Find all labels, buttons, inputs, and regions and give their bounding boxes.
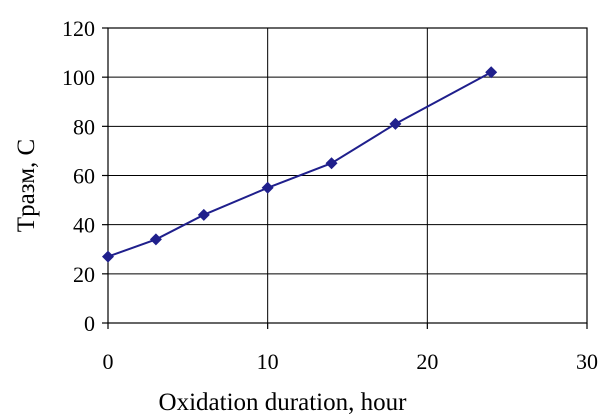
y-tick-label: 60 bbox=[73, 164, 95, 189]
data-point-marker bbox=[485, 66, 498, 79]
y-tick-label: 20 bbox=[73, 262, 95, 287]
data-series bbox=[102, 66, 498, 263]
x-axis-title: Oxidation duration, hour bbox=[159, 389, 408, 416]
data-point-marker bbox=[389, 117, 402, 130]
x-tick-label: 20 bbox=[416, 349, 438, 374]
data-point-marker bbox=[261, 181, 274, 194]
series-line bbox=[107, 71, 492, 258]
gridlines bbox=[108, 28, 587, 323]
x-tick-label: 30 bbox=[576, 349, 598, 374]
y-tick-label: 100 bbox=[62, 65, 95, 90]
data-point-marker bbox=[149, 233, 162, 246]
y-tick-label: 120 bbox=[62, 16, 95, 41]
x-tick-label: 10 bbox=[257, 349, 279, 374]
data-point-marker bbox=[197, 208, 210, 221]
y-tick-labels: 0 20 40 60 80 100 120 bbox=[62, 16, 95, 336]
y-tick-label: 80 bbox=[73, 114, 95, 139]
tick-marks bbox=[102, 27, 588, 329]
x-tick-labels: 0 10 20 30 bbox=[103, 349, 599, 374]
x-tick-label: 0 bbox=[103, 349, 114, 374]
data-point-marker bbox=[325, 157, 338, 170]
y-tick-label: 0 bbox=[84, 311, 95, 336]
data-point-marker bbox=[102, 250, 114, 263]
y-tick-label: 40 bbox=[73, 213, 95, 238]
y-axis-title: Tразм, С bbox=[13, 139, 40, 232]
